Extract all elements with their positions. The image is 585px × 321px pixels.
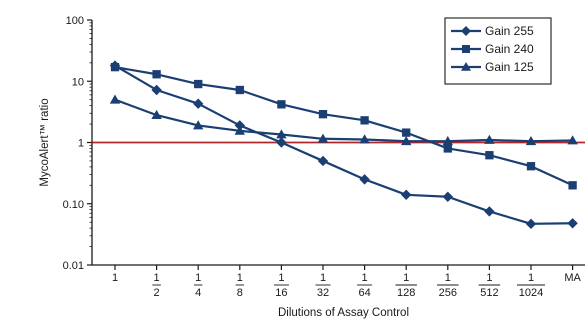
series-gain-125: [109, 94, 578, 146]
data-point: [234, 125, 245, 135]
y-tick-label: 100: [66, 15, 84, 27]
data-point: [109, 94, 121, 104]
data-point: [151, 109, 162, 120]
x-tick-label-numerator: 1: [112, 272, 118, 284]
legend-marker: [461, 26, 471, 36]
data-point: [567, 135, 578, 145]
data-point: [484, 134, 495, 144]
data-point: [277, 100, 286, 109]
series-gain-240: [110, 62, 577, 190]
data-point: [151, 84, 162, 96]
x-tick-label-denominator: 8: [237, 287, 243, 299]
y-tick-label: 0.01: [63, 260, 84, 272]
x-tick-label-numerator: 1: [403, 272, 409, 284]
data-point: [276, 129, 287, 139]
x-tick-label-numerator: 1: [362, 272, 368, 284]
x-tick-label-numerator: 1: [528, 272, 534, 284]
legend-label: Gain 240: [485, 42, 534, 56]
data-point: [318, 110, 328, 119]
x-tick-label-numerator: 1: [154, 272, 160, 284]
legend-marker: [461, 62, 471, 71]
legend-label: Gain 255: [485, 24, 534, 38]
x-tick-label-numerator: 1: [237, 272, 243, 284]
data-point: [317, 133, 329, 143]
x-tick-label-numerator: 1: [278, 272, 284, 284]
data-point: [110, 62, 120, 72]
data-point: [360, 116, 369, 125]
data-point: [276, 137, 287, 148]
data-point: [567, 218, 578, 229]
y-axis-title: MycoAlert™ ratio: [39, 98, 51, 186]
x-tick-label-denominator: 256: [439, 287, 457, 299]
x-tick-label-numerator: 1: [195, 272, 201, 284]
x-tick-label-denominator: 512: [480, 287, 498, 299]
series-line: [114, 98, 573, 143]
data-point: [525, 136, 537, 146]
data-point: [401, 136, 412, 146]
data-point: [442, 136, 453, 146]
x-tick-label-numerator: 1: [486, 272, 492, 284]
x-tick-label-denominator: 1024: [519, 287, 543, 299]
data-point: [485, 151, 494, 160]
x-tick-label-denominator: 2: [154, 287, 160, 299]
data-point: [526, 162, 536, 171]
legend-marker: [462, 45, 470, 53]
series-line: [114, 66, 574, 187]
x-tick-label-denominator: 16: [275, 287, 287, 299]
data-point: [568, 181, 577, 190]
data-point: [194, 79, 203, 89]
x-tick-label-denominator: 128: [397, 287, 415, 299]
data-point: [359, 174, 370, 185]
data-point: [443, 144, 452, 153]
data-point: [442, 191, 453, 202]
data-point: [193, 98, 204, 109]
x-tick-label-denominator: 64: [358, 287, 370, 299]
data-point: [317, 155, 329, 167]
x-tick-label-denominator: 4: [195, 287, 201, 299]
data-point: [359, 134, 370, 144]
y-tick-label: 1: [78, 138, 84, 150]
y-tick-label: 10: [72, 76, 84, 88]
legend-label: Gain 125: [485, 60, 534, 74]
data-point: [525, 218, 537, 230]
data-point: [402, 128, 411, 137]
data-point: [484, 206, 495, 217]
data-point: [235, 85, 244, 95]
x-tick-label-numerator: 1: [445, 272, 451, 284]
data-point: [152, 70, 161, 79]
x-tick-label-numerator: MA: [564, 272, 581, 284]
x-axis-title: Dilutions of Assay Control: [278, 307, 409, 319]
x-tick-label-denominator: 32: [317, 287, 329, 299]
y-tick-label: 0.10: [63, 199, 84, 211]
data-point: [401, 189, 412, 200]
series-gain-255: [109, 60, 578, 230]
series-line: [114, 64, 573, 225]
data-point: [193, 120, 204, 130]
x-tick-label-numerator: 1: [320, 272, 326, 284]
data-point: [234, 120, 245, 131]
